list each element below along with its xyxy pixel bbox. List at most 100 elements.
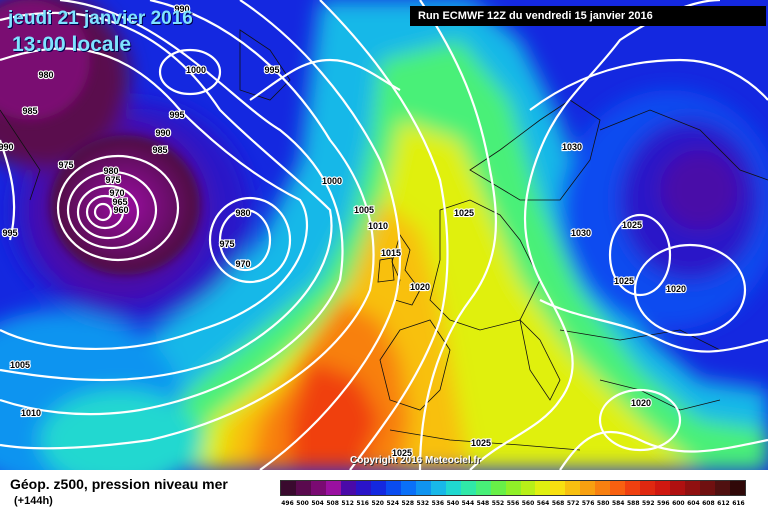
color-scale-label: 508: [326, 500, 339, 507]
isobar-label: 1025: [471, 438, 491, 448]
isobar-label: 1010: [21, 408, 41, 418]
isobar-label: 1005: [354, 205, 374, 215]
color-scale-swatch: [670, 481, 686, 495]
color-scale-swatch: [730, 481, 746, 495]
color-scale-swatch: [490, 481, 506, 495]
color-scale-label: 584: [611, 500, 625, 507]
color-scale-label: 528: [401, 500, 415, 507]
color-scale-label: 520: [371, 500, 384, 507]
color-scale-swatch: [565, 481, 581, 495]
isobar-label: 1005: [10, 360, 30, 370]
color-scale-swatch: [520, 481, 536, 495]
color-scale-swatch: [505, 481, 521, 495]
color-scale-label: 568: [551, 500, 565, 507]
isobar-label: 995: [169, 110, 184, 120]
isobar-label: 990: [174, 4, 189, 14]
color-scale-label: 612: [717, 500, 730, 507]
isobar-label: 985: [22, 106, 37, 116]
color-scale-label: 548: [476, 500, 490, 507]
isobar-label: 995: [2, 228, 17, 238]
isobar-lines: [0, 0, 768, 470]
isobar-label: 1020: [631, 398, 651, 408]
isobar-label: 1000: [186, 65, 206, 75]
color-scale-swatch: [325, 481, 341, 495]
legend-title: Géop. z500, pression niveau mer: [10, 476, 228, 492]
coastlines: [0, 29, 768, 451]
color-scale-label: 564: [536, 500, 550, 507]
geopotential-field: 990 980 1000 995 985 995 990 985 975 980…: [0, 0, 768, 470]
isobar-label: 1000: [322, 176, 342, 186]
color-scale-swatch: [655, 481, 671, 495]
color-scale-label: 580: [596, 500, 610, 507]
color-scale-swatch: [310, 481, 326, 495]
isobar-label: 1030: [562, 142, 582, 152]
color-scale-label: 512: [341, 500, 354, 507]
isobar-label: 1025: [454, 208, 474, 218]
weather-map: 990 980 1000 995 985 995 990 985 975 980…: [0, 0, 768, 470]
isobar-label: 1030: [571, 228, 591, 238]
isobar-label: 980: [38, 70, 53, 80]
color-scale-swatch: [400, 481, 416, 495]
isobar-label: 975: [58, 160, 73, 170]
color-scale-label: 524: [386, 500, 399, 507]
color-scale-swatch: [370, 481, 386, 495]
color-scale-label: 572: [566, 500, 580, 507]
color-scale-label: 536: [431, 500, 445, 507]
isobar-label: 980: [235, 208, 250, 218]
isobar-label: 975: [105, 175, 120, 185]
isobar-label: 1020: [410, 282, 430, 292]
color-scale-label: 604: [687, 500, 700, 507]
color-scale-label: 560: [521, 500, 535, 507]
isobar-label: 1010: [368, 221, 388, 231]
color-scale-swatch: [640, 481, 656, 495]
color-scale-swatch: [535, 481, 551, 495]
color-scale-swatch: [610, 481, 626, 495]
forecast-lead-time: (+144h): [14, 495, 53, 507]
isobar-label: 1015: [381, 248, 401, 258]
color-scale-swatch: [475, 481, 491, 495]
color-scale-swatch: [340, 481, 356, 495]
color-scale-swatch: [385, 481, 401, 495]
color-scale-label: 616: [732, 500, 745, 507]
isobar-label: 960: [113, 205, 128, 215]
color-scale-swatch: [580, 481, 596, 495]
color-scale-label: 556: [506, 500, 520, 507]
color-scale-label: 608: [702, 500, 715, 507]
color-scale-swatch: [430, 481, 446, 495]
forecast-date-title: jeudi 21 janvier 2016: [8, 8, 193, 29]
isobar-label: 1025: [392, 448, 412, 458]
color-scale-swatch: [415, 481, 431, 495]
isobar-label: 995: [264, 65, 279, 75]
color-scale-swatch: [715, 481, 731, 495]
color-scale-swatch: [460, 481, 476, 495]
isobar-label: 1025: [614, 276, 634, 286]
color-scale-label: 500: [296, 500, 309, 507]
isobar-label: 975: [219, 239, 234, 249]
color-scale-swatch: [625, 481, 641, 495]
color-scale-label: 592: [642, 500, 655, 507]
isobar-label: 990: [155, 128, 170, 138]
isobar-label: 1020: [666, 284, 686, 294]
color-scale-label: 588: [626, 500, 640, 507]
model-run-info: Run ECMWF 12Z du vendredi 15 janvier 201…: [410, 6, 766, 26]
copyright-notice: Copyright 2016 Meteociel.fr: [350, 455, 481, 466]
color-scale-label: 596: [657, 500, 670, 507]
color-scale-swatch: [281, 481, 296, 495]
isobar-label: 970: [235, 259, 250, 269]
isobar-label: 1025: [622, 220, 642, 230]
color-scale-swatch: [550, 481, 566, 495]
color-scale-swatch: [295, 481, 311, 495]
color-scale-label: 544: [461, 500, 475, 507]
color-scale-label: 552: [491, 500, 505, 507]
color-scale-label: 600: [672, 500, 685, 507]
color-scale-swatch: [685, 481, 701, 495]
isobar-label: 990: [0, 142, 14, 152]
isobar-label: 970: [109, 188, 124, 198]
color-scale-label: 540: [446, 500, 460, 507]
isobar-label: 985: [152, 145, 167, 155]
color-scale-label: 516: [356, 500, 369, 507]
color-scale-swatch: [595, 481, 611, 495]
isobar-label: 980: [103, 166, 118, 176]
color-scale-labels: 496 500 504 508 512 516 520 524 528 532 536 540 544 5…: [280, 500, 746, 507]
legend-bar: Géop. z500, pression niveau mer (+144h) …: [0, 470, 768, 512]
